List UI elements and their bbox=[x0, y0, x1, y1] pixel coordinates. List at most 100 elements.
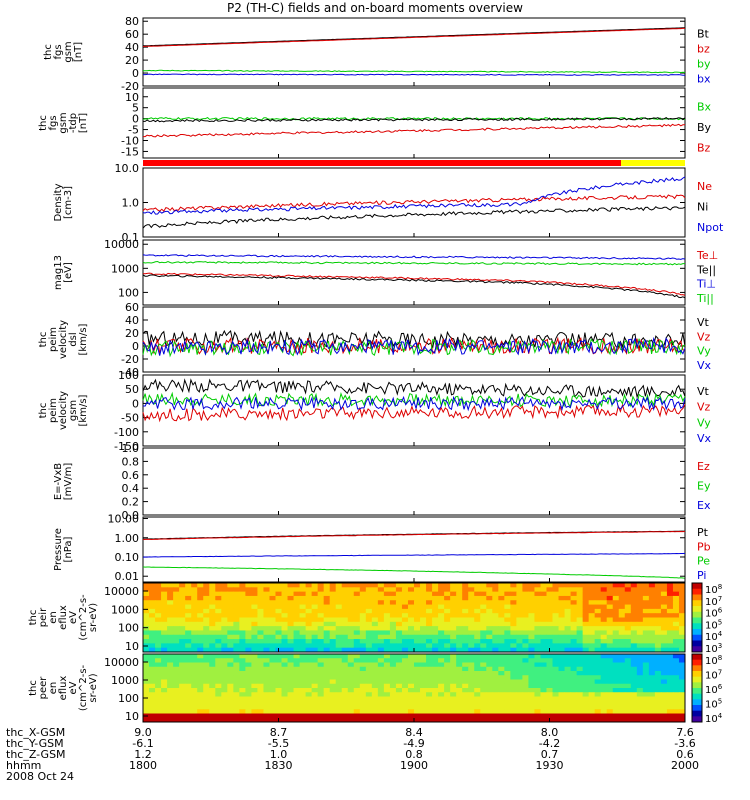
heatmap-cell bbox=[558, 583, 566, 588]
heatmap-cell bbox=[546, 639, 554, 644]
heatmap-cell bbox=[576, 654, 584, 659]
heatmap-cell bbox=[666, 613, 674, 618]
heatmap-cell bbox=[516, 683, 523, 689]
heatmap-cell bbox=[498, 587, 505, 593]
heatmap-cell bbox=[257, 626, 264, 631]
heatmap-cell bbox=[143, 583, 150, 588]
heatmap-cell bbox=[239, 671, 246, 676]
heatmap-cell bbox=[227, 634, 234, 640]
heatmap-cell bbox=[311, 621, 319, 627]
heatmap-cell bbox=[522, 679, 529, 685]
heatmap-cell bbox=[269, 587, 276, 593]
heatmap-cell bbox=[311, 688, 319, 693]
heatmap-cell bbox=[353, 617, 361, 623]
heatmap-cell bbox=[504, 604, 511, 610]
ytick-peim-velocity-gsm: -150 bbox=[114, 440, 139, 453]
heatmap-cell bbox=[149, 717, 156, 723]
xaxis-value: 7.6 bbox=[676, 726, 694, 739]
heatmap-cell bbox=[678, 692, 686, 697]
heatmap-cell bbox=[516, 608, 523, 614]
heatmap-cell bbox=[492, 683, 499, 689]
heatmap-cell bbox=[510, 692, 517, 697]
heatmap-cell bbox=[197, 700, 204, 706]
heatmap-cell bbox=[173, 591, 180, 597]
heatmap-cell bbox=[606, 591, 614, 597]
heatmap-cell bbox=[546, 634, 554, 640]
heatmap-cell bbox=[498, 683, 505, 689]
heatmap-cell bbox=[161, 696, 168, 702]
heatmap-cell bbox=[426, 634, 433, 640]
heatmap-cell bbox=[564, 696, 572, 702]
heatmap-cell bbox=[149, 713, 156, 719]
heatmap-cell bbox=[221, 654, 228, 659]
heatmap-cell bbox=[600, 583, 608, 588]
heatmap-cell bbox=[347, 696, 355, 702]
heatmap-cell bbox=[383, 626, 391, 631]
heatmap-cell bbox=[317, 705, 325, 710]
heatmap-cell bbox=[395, 643, 403, 649]
heatmap-cell bbox=[185, 662, 192, 668]
heatmap-cell bbox=[672, 634, 680, 640]
heatmap-peer-en-eflux bbox=[143, 654, 686, 723]
heatmap-cell bbox=[149, 600, 156, 606]
heatmap-cell bbox=[179, 630, 186, 636]
heatmap-cell bbox=[281, 626, 289, 631]
heatmap-cell bbox=[197, 662, 204, 668]
heatmap-cell bbox=[540, 692, 547, 697]
heatmap-cell bbox=[167, 700, 174, 706]
heatmap-cell bbox=[149, 643, 156, 649]
heatmap-cell bbox=[510, 671, 517, 676]
heatmap-cell bbox=[588, 717, 596, 723]
heatmap-cell bbox=[576, 675, 584, 680]
heatmap-cell bbox=[492, 717, 499, 723]
heatmap-cell bbox=[203, 658, 210, 663]
heatmap-cell bbox=[534, 595, 541, 601]
heatmap-cell bbox=[407, 717, 415, 723]
heatmap-cell bbox=[504, 666, 511, 672]
heatmap-cell bbox=[359, 647, 367, 653]
heatmap-cell bbox=[462, 683, 469, 689]
heatmap-cell bbox=[305, 591, 313, 597]
heatmap-cell bbox=[504, 662, 511, 668]
heatmap-cell bbox=[245, 654, 252, 659]
heatmap-cell bbox=[329, 600, 337, 606]
heatmap-cell bbox=[450, 617, 457, 623]
heatmap-cell bbox=[245, 604, 252, 610]
heatmap-cell bbox=[341, 713, 349, 719]
heatmap-cell bbox=[239, 705, 246, 710]
heatmap-cell bbox=[347, 600, 355, 606]
heatmap-cell bbox=[450, 600, 457, 606]
xaxis-value: 0.7 bbox=[541, 748, 559, 761]
heatmap-cell bbox=[642, 709, 650, 714]
heatmap-cell bbox=[438, 591, 445, 597]
heatmap-cell bbox=[329, 705, 337, 710]
heatmap-cell bbox=[492, 671, 499, 676]
heatmap-cell bbox=[227, 666, 234, 672]
heatmap-cell bbox=[299, 583, 307, 588]
legend-peim-velocity-dsl-Vx: Vx bbox=[697, 359, 712, 372]
heatmap-cell bbox=[414, 717, 421, 723]
heatmap-cell bbox=[636, 587, 644, 593]
heatmap-cell bbox=[426, 647, 433, 653]
heatmap-cell bbox=[221, 617, 228, 623]
series-line-temperature-Ti|| bbox=[142, 260, 685, 266]
heatmap-cell bbox=[173, 705, 180, 710]
heatmap-cell bbox=[552, 662, 560, 668]
heatmap-cell bbox=[642, 643, 650, 649]
heatmap-cell bbox=[209, 639, 216, 644]
colorbar-segment bbox=[692, 705, 702, 712]
heatmap-cell bbox=[293, 617, 301, 623]
heatmap-cell bbox=[630, 692, 638, 697]
heatmap-cell bbox=[630, 700, 638, 706]
heatmap-cell bbox=[468, 709, 475, 714]
heatmap-cell bbox=[588, 658, 596, 663]
heatmap-cell bbox=[426, 613, 433, 618]
heatmap-cell bbox=[570, 626, 578, 631]
heatmap-cell bbox=[227, 587, 234, 593]
heatmap-cell bbox=[438, 617, 445, 623]
heatmap-cell bbox=[161, 617, 168, 623]
ytick-fgs-gsm: 20 bbox=[125, 54, 139, 67]
heatmap-cell bbox=[347, 643, 355, 649]
heatmap-cell bbox=[618, 709, 626, 714]
xaxis-row-label: hhmm bbox=[6, 759, 41, 772]
